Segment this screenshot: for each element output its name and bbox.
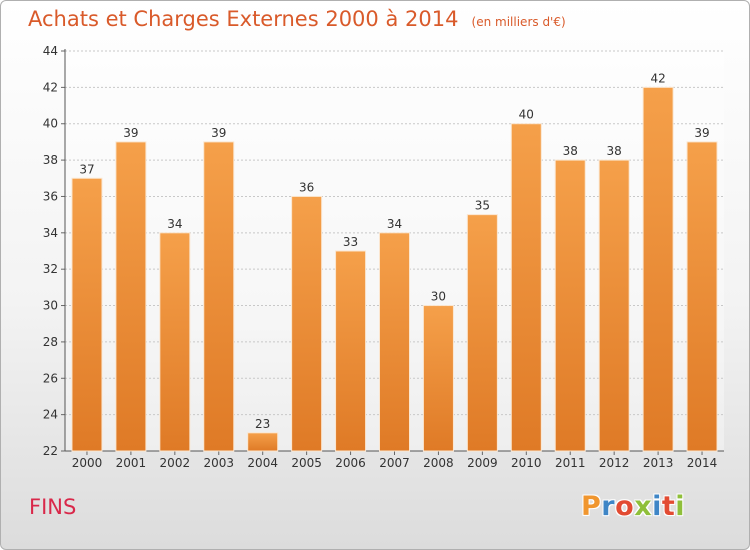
- chart-subtitle: (en milliers d'€): [471, 15, 566, 29]
- bar-2005: [291, 195, 323, 452]
- title-row: Achats et Charges Externes 2000 à 2014 (…: [28, 7, 566, 31]
- logo-letter: t: [661, 491, 676, 522]
- logo-letter: P: [581, 491, 602, 522]
- data-label: 42: [650, 71, 665, 85]
- x-tick-label: 2014: [687, 456, 718, 470]
- x-tick-label: 2010: [511, 456, 542, 470]
- proxiti-logo[interactable]: Proxiti: [581, 491, 685, 522]
- data-label: 33: [343, 235, 358, 249]
- bar-2001: [115, 141, 147, 452]
- y-tick-label: 36: [43, 189, 58, 203]
- logo-letter: x: [634, 491, 653, 522]
- x-tick-label: 2013: [643, 456, 674, 470]
- x-tick-label: 2002: [160, 456, 191, 470]
- bar-2006: [335, 250, 367, 452]
- data-label: 23: [255, 417, 270, 431]
- y-tick-label: 34: [43, 226, 58, 240]
- data-label: 37: [79, 162, 94, 176]
- x-tick-label: 2001: [116, 456, 147, 470]
- x-tick-label: 2004: [247, 456, 278, 470]
- bar-2000: [71, 177, 103, 452]
- data-label: 36: [299, 180, 314, 194]
- bar-2014: [686, 141, 718, 452]
- bar-2002: [159, 232, 191, 452]
- y-tick-label: 40: [43, 117, 58, 131]
- data-label: 34: [167, 217, 182, 231]
- y-tick-label: 28: [43, 335, 58, 349]
- x-tick-label: 2005: [291, 456, 322, 470]
- logo-letter: o: [615, 491, 635, 522]
- x-tick-label: 2009: [467, 456, 498, 470]
- y-tick-label: 22: [43, 444, 58, 458]
- bar-2012: [598, 159, 630, 452]
- labels: 22 24 26 28 30 32 34 36 38 40 42 44 37 2000 39 2001 34 20…: [43, 44, 718, 470]
- bar-2010: [510, 123, 542, 452]
- bar-2008: [422, 305, 454, 452]
- chart-title: Achats et Charges Externes 2000 à 2014: [28, 7, 459, 31]
- x-tick-label: 2003: [203, 456, 234, 470]
- bar-2004: [247, 432, 279, 452]
- data-label: 39: [694, 126, 709, 140]
- bar-2003: [203, 141, 235, 452]
- y-tick-label: 32: [43, 262, 58, 276]
- y-tick-label: 30: [43, 299, 58, 313]
- x-tick-label: 2012: [599, 456, 630, 470]
- x-tick-label: 2011: [555, 456, 586, 470]
- data-label: 38: [607, 144, 622, 158]
- x-tick-label: 2007: [379, 456, 410, 470]
- bar-2009: [466, 214, 498, 452]
- x-tick-label: 2006: [335, 456, 366, 470]
- data-label: 39: [123, 126, 138, 140]
- data-label: 40: [519, 108, 534, 122]
- y-tick-label: 42: [43, 80, 58, 94]
- y-tick-label: 24: [43, 408, 58, 422]
- y-tick-label: 38: [43, 153, 58, 167]
- data-label: 39: [211, 126, 226, 140]
- bar-2011: [554, 159, 586, 452]
- data-label: 30: [431, 290, 446, 304]
- data-label: 38: [563, 144, 578, 158]
- y-tick-label: 44: [43, 44, 58, 58]
- bars: [71, 86, 718, 452]
- data-label: 35: [475, 199, 490, 213]
- y-tick-label: 26: [43, 371, 58, 385]
- logo-letter: i: [675, 491, 686, 522]
- logo-letter: r: [601, 491, 616, 522]
- bar-2013: [642, 86, 674, 452]
- x-tick-label: 2008: [423, 456, 454, 470]
- commune-name: FINS: [29, 495, 77, 519]
- logo-letter: i: [652, 491, 662, 522]
- bar-2007: [379, 232, 410, 452]
- data-label: 34: [387, 217, 402, 231]
- x-tick-label: 2000: [72, 456, 103, 470]
